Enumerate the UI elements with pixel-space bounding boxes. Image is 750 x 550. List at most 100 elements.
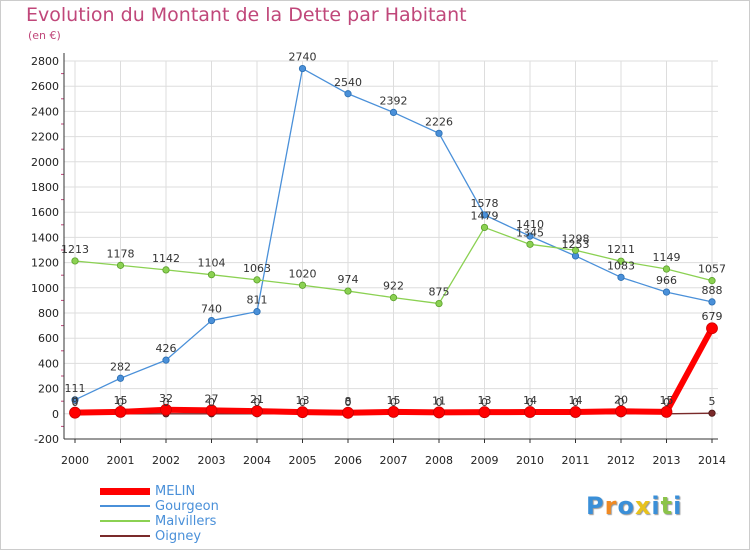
data-point-melin — [478, 406, 491, 419]
data-label-malvillers: 1142 — [152, 252, 180, 265]
data-point-malvillers — [435, 299, 443, 308]
data-label-oigney: 0 — [390, 396, 397, 409]
x-tick-label: 2013 — [653, 454, 681, 467]
data-label-malvillers: 1020 — [289, 267, 317, 280]
data-point-malvillers — [617, 257, 625, 265]
y-tick-label: 2200 — [31, 131, 59, 144]
data-point-malvillers — [708, 277, 716, 285]
data-point-melin — [342, 406, 354, 419]
data-point-malvillers — [480, 223, 489, 232]
data-label-melin: 15 — [114, 394, 128, 407]
data-label-melin: 27 — [205, 392, 219, 405]
data-point-malvillers — [207, 271, 216, 279]
data-label-gourgeon: 1410 — [516, 218, 544, 231]
data-label-oigney: 0 — [72, 396, 79, 409]
data-label-gourgeon: 111 — [65, 382, 86, 395]
data-label-melin: 20 — [614, 393, 628, 406]
logo-letter: i — [673, 492, 683, 520]
data-label-malvillers: 1345 — [516, 226, 544, 239]
x-tick-label: 2000 — [61, 454, 89, 467]
data-label-gourgeon: 2392 — [380, 94, 408, 107]
x-tick-label: 2012 — [607, 454, 635, 467]
data-label-melin: 14 — [523, 394, 537, 407]
data-label-malvillers: 1104 — [198, 257, 226, 270]
y-tick-label: 1200 — [31, 257, 59, 270]
x-tick-label: 2004 — [243, 454, 271, 467]
data-label-malvillers: 1063 — [243, 262, 271, 275]
data-label-melin: 13 — [478, 394, 492, 407]
chart-title: Evolution du Montant de la Dette par Hab… — [26, 4, 467, 26]
data-point-gourgeon — [71, 396, 79, 404]
data-point-malvillers — [662, 265, 671, 273]
y-tick-label: 0 — [52, 408, 59, 421]
data-label-gourgeon: 1253 — [562, 238, 590, 251]
data-point-gourgeon — [116, 374, 125, 382]
proxiti-logo: Proxiti — [586, 492, 682, 520]
data-label-oigney: 0 — [254, 396, 261, 409]
y-tick-label: 200 — [38, 383, 59, 396]
data-label-oigney: 5 — [709, 395, 716, 408]
y-tick-label: 1400 — [31, 231, 59, 244]
y-tick-label: 1800 — [31, 181, 59, 194]
logo-letter: t — [660, 492, 674, 520]
y-tick-label: 1000 — [31, 282, 59, 295]
data-point-melin — [160, 403, 172, 416]
legend-swatch-oigney — [100, 535, 150, 537]
legend-swatch-melin — [100, 487, 150, 495]
data-label-gourgeon: 1578 — [471, 197, 499, 210]
y-tick-label: 2000 — [31, 156, 59, 169]
data-label-gourgeon: 282 — [110, 360, 131, 373]
data-label-malvillers: 875 — [429, 286, 450, 299]
x-tick-label: 2003 — [198, 454, 226, 467]
x-tick-label: 2001 — [107, 454, 135, 467]
x-tick-label: 2008 — [425, 454, 453, 467]
data-point-gourgeon — [389, 108, 398, 117]
data-point-malvillers — [298, 281, 307, 289]
data-label-gourgeon: 888 — [702, 284, 723, 297]
data-point-gourgeon — [207, 316, 216, 325]
data-point-melin — [524, 406, 536, 418]
data-label-melin: 15 — [660, 394, 674, 407]
data-point-melin — [433, 406, 445, 419]
data-label-melin: 21 — [250, 393, 264, 406]
data-label-oigney: 0 — [618, 396, 625, 409]
data-point-gourgeon — [617, 273, 625, 281]
data-point-malvillers — [344, 287, 352, 295]
data-point-melin — [69, 406, 81, 419]
data-label-melin: 679 — [702, 310, 723, 323]
logo-letter: r — [604, 492, 618, 520]
data-label-malvillers: 1149 — [653, 251, 681, 264]
data-label-melin: 14 — [569, 394, 583, 407]
data-label-gourgeon: 2740 — [289, 51, 317, 64]
legend-label-melin: MELIN — [155, 484, 196, 499]
data-label-melin: 9 — [72, 395, 79, 408]
data-point-melin — [114, 406, 127, 418]
data-point-gourgeon — [526, 232, 534, 240]
x-tick-label: 2005 — [289, 454, 317, 467]
data-point-melin — [615, 405, 627, 418]
x-tick-label: 2011 — [562, 454, 590, 467]
data-point-malvillers — [571, 246, 580, 254]
data-point-malvillers — [526, 240, 534, 248]
y-tick-label: 600 — [38, 332, 59, 345]
legend-label-gourgeon: Gourgeon — [155, 499, 219, 514]
data-label-malvillers: 1213 — [61, 243, 89, 256]
data-label-oigney: 0 — [663, 396, 670, 409]
data-label-malvillers: 1057 — [698, 263, 726, 276]
x-tick-label: 2002 — [152, 454, 180, 467]
data-label-gourgeon: 966 — [656, 274, 677, 287]
data-point-gourgeon — [662, 288, 671, 296]
legend-swatch-gourgeon — [100, 505, 150, 507]
data-label-gourgeon: 426 — [156, 342, 177, 355]
y-tick-label: 400 — [38, 357, 59, 370]
data-label-gourgeon: 740 — [201, 303, 222, 316]
data-point-gourgeon — [298, 64, 307, 73]
data-label-oigney: 0 — [163, 396, 170, 409]
data-label-melin: 13 — [296, 394, 310, 407]
data-label-melin: 8 — [345, 395, 352, 408]
data-label-malvillers: 1178 — [107, 247, 135, 260]
data-label-oigney: 0 — [345, 396, 352, 409]
data-label-oigney: 0 — [481, 396, 488, 409]
data-label-oigney: 0 — [117, 396, 124, 409]
data-point-malvillers — [389, 294, 398, 302]
